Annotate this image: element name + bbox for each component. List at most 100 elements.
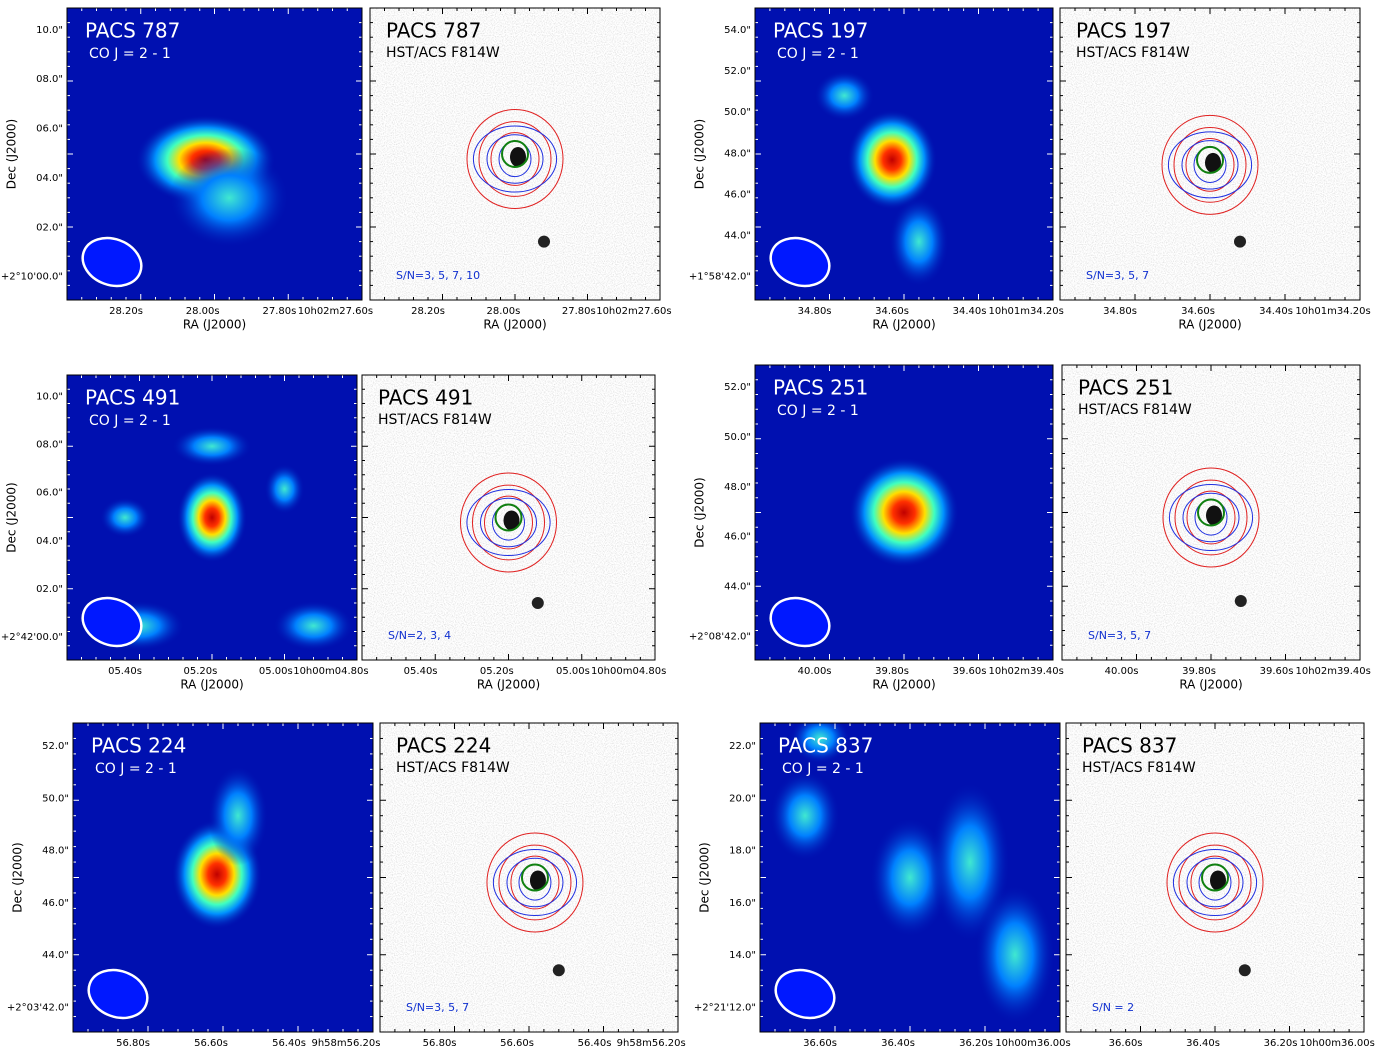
co-emission bbox=[135, 114, 290, 248]
source bbox=[1205, 152, 1221, 173]
hst-title: PACS 491 bbox=[378, 386, 473, 410]
y-tick-label: 48.0" bbox=[724, 482, 751, 493]
emission-blob bbox=[847, 109, 938, 210]
y-axis-label: Dec (J2000) bbox=[5, 482, 19, 552]
x-tick-label: 36.20s bbox=[959, 1038, 993, 1049]
y-tick-label: 52.0" bbox=[724, 382, 751, 393]
co-emission bbox=[814, 70, 949, 287]
x-tick-label: 34.40s bbox=[953, 306, 987, 317]
contour bbox=[1162, 467, 1260, 568]
hst-title: PACS 251 bbox=[1078, 376, 1173, 400]
co-title: PACS 224 bbox=[91, 734, 186, 758]
co-line: CO J = 2 - 1 bbox=[89, 413, 171, 429]
contour bbox=[486, 832, 584, 933]
x-tick-label: 05.00s bbox=[259, 666, 293, 677]
emission-blob bbox=[177, 472, 247, 563]
hst-band: HST/ACS F814W bbox=[396, 760, 510, 776]
snr-label: S/N=3, 5, 7 bbox=[1086, 269, 1149, 282]
source bbox=[531, 597, 544, 609]
x-tick-label: 34.80s bbox=[1103, 306, 1137, 317]
source bbox=[1234, 235, 1246, 248]
frame bbox=[1059, 7, 1361, 301]
beam bbox=[87, 968, 149, 1020]
beam bbox=[769, 236, 831, 288]
aperture bbox=[501, 140, 529, 168]
emission-blob bbox=[975, 884, 1055, 1025]
beam bbox=[81, 236, 143, 288]
y-tick-label: +2°42'00.0" bbox=[1, 632, 63, 643]
source bbox=[538, 235, 550, 248]
frame bbox=[361, 374, 656, 661]
x-tick-label: 10h01m34.20s bbox=[988, 306, 1063, 317]
x-tick-label: 28.20s bbox=[109, 306, 143, 317]
emission-blob bbox=[264, 464, 305, 514]
emission-blob bbox=[870, 817, 950, 938]
emission-blob bbox=[273, 600, 354, 651]
contour bbox=[1166, 832, 1264, 933]
x-tick-label: 05.20s bbox=[183, 666, 217, 677]
frame bbox=[379, 722, 679, 1033]
hst-band: HST/ACS F814W bbox=[386, 45, 500, 61]
x-tick-label: 05.00s bbox=[556, 666, 590, 677]
x-tick-label: 10h02m39.40s bbox=[988, 666, 1063, 677]
beam bbox=[81, 596, 143, 648]
x-tick-label: 34.60s bbox=[1181, 306, 1215, 317]
x-tick-label: 34.40s bbox=[1259, 306, 1293, 317]
co-title: PACS 251 bbox=[773, 376, 868, 400]
y-tick-label: 52.0" bbox=[724, 66, 751, 77]
x-tick-label: 34.60s bbox=[875, 306, 909, 317]
hst-band: HST/ACS F814W bbox=[1082, 760, 1196, 776]
y-tick-label: 22.0" bbox=[729, 741, 756, 752]
contour bbox=[1186, 490, 1236, 545]
x-tick-label: 9h58m56.20s bbox=[617, 1038, 686, 1049]
contour bbox=[1173, 126, 1247, 203]
y-axis-label: Dec (J2000) bbox=[11, 842, 25, 912]
emission-blob bbox=[849, 457, 959, 568]
aperture bbox=[1197, 498, 1225, 527]
contour bbox=[486, 134, 544, 184]
y-tick-label: 44.0" bbox=[42, 950, 69, 961]
x-axis-label: RA (J2000) bbox=[872, 678, 935, 692]
snr-label: S/N=3, 5, 7 bbox=[1088, 629, 1151, 642]
source bbox=[1234, 595, 1247, 607]
contour bbox=[506, 857, 564, 908]
emission-blob bbox=[169, 147, 290, 248]
x-tick-label: 36.40s bbox=[881, 1038, 915, 1049]
co-emission bbox=[172, 765, 268, 930]
co-title: PACS 491 bbox=[85, 386, 180, 410]
x-axis-label: RA (J2000) bbox=[1179, 678, 1242, 692]
x-tick-label: 39.60s bbox=[1260, 666, 1294, 677]
x-tick-label: 40.00s bbox=[1105, 666, 1139, 677]
contour bbox=[466, 489, 551, 556]
co-line: CO J = 2 - 1 bbox=[777, 46, 859, 62]
x-tick-label: 28.00s bbox=[486, 306, 520, 317]
y-tick-label: 54.0" bbox=[724, 25, 751, 36]
x-tick-label: 40.00s bbox=[798, 666, 832, 677]
x-tick-label: 28.00s bbox=[186, 306, 220, 317]
snr-label: S/N=3, 5, 7 bbox=[406, 1001, 469, 1014]
contour bbox=[1161, 114, 1259, 215]
snr-label: S/N=3, 5, 7, 10 bbox=[396, 269, 480, 282]
y-tick-label: 04.0" bbox=[36, 536, 63, 547]
x-tick-label: 36.60s bbox=[803, 1038, 837, 1049]
x-tick-label: 10h00m36.00s bbox=[995, 1038, 1070, 1049]
snr-label: S/N = 2 bbox=[1092, 1001, 1134, 1014]
x-tick-label: 10h02m27.60s bbox=[298, 306, 373, 317]
y-tick-label: 04.0" bbox=[36, 173, 63, 184]
y-tick-label: 44.0" bbox=[724, 582, 751, 593]
y-tick-label: 50.0" bbox=[42, 793, 69, 804]
contour bbox=[484, 495, 533, 550]
y-tick-label: +2°21'12.0" bbox=[694, 1002, 756, 1013]
aperture bbox=[1201, 863, 1229, 892]
y-tick-label: 08.0" bbox=[36, 440, 63, 451]
x-axis-label: RA (J2000) bbox=[180, 678, 243, 692]
x-axis-label: RA (J2000) bbox=[183, 318, 246, 332]
contour bbox=[1182, 492, 1240, 543]
y-tick-label: 48.0" bbox=[42, 846, 69, 857]
y-axis-label: Dec (J2000) bbox=[693, 477, 707, 547]
contour bbox=[1178, 844, 1252, 921]
y-tick-label: 18.0" bbox=[729, 846, 756, 857]
x-tick-label: 39.80s bbox=[1182, 666, 1216, 677]
frame bbox=[754, 7, 1054, 301]
frame bbox=[754, 364, 1054, 661]
